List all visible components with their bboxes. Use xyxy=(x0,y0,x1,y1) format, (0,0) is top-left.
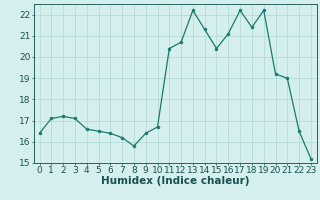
X-axis label: Humidex (Indice chaleur): Humidex (Indice chaleur) xyxy=(101,176,250,186)
